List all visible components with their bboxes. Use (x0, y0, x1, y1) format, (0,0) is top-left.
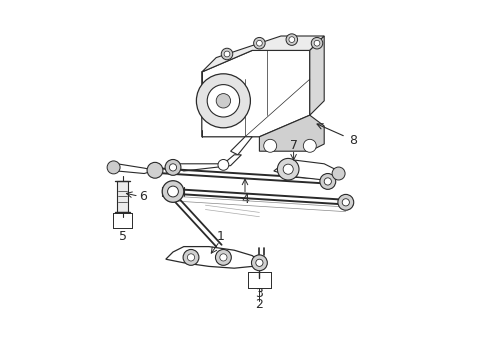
Polygon shape (166, 247, 259, 268)
Text: 7: 7 (290, 139, 297, 152)
Text: 4: 4 (241, 193, 249, 206)
Text: 3: 3 (255, 287, 263, 300)
Circle shape (216, 94, 231, 108)
Circle shape (311, 37, 323, 49)
Circle shape (264, 139, 277, 152)
Circle shape (165, 159, 181, 175)
Circle shape (324, 178, 331, 185)
Text: 2: 2 (255, 298, 263, 311)
Circle shape (220, 254, 227, 261)
Circle shape (314, 40, 320, 46)
Polygon shape (117, 181, 128, 211)
Text: 5: 5 (119, 230, 126, 243)
Polygon shape (259, 115, 324, 151)
Circle shape (332, 167, 345, 180)
Text: 8: 8 (349, 134, 357, 147)
Polygon shape (202, 36, 324, 72)
Circle shape (218, 159, 229, 170)
Circle shape (162, 181, 184, 202)
Circle shape (251, 255, 268, 271)
Circle shape (320, 174, 336, 189)
Circle shape (168, 186, 178, 197)
Polygon shape (173, 155, 242, 171)
Circle shape (196, 74, 250, 128)
Text: 6: 6 (140, 190, 147, 203)
Polygon shape (274, 160, 339, 180)
Circle shape (338, 194, 354, 210)
Circle shape (257, 40, 262, 46)
Circle shape (256, 259, 263, 266)
Text: 1: 1 (217, 230, 224, 243)
Circle shape (283, 164, 293, 174)
Circle shape (286, 34, 297, 45)
Circle shape (342, 199, 349, 206)
Circle shape (147, 162, 163, 178)
Polygon shape (202, 50, 310, 137)
Polygon shape (112, 164, 155, 174)
Circle shape (170, 164, 176, 171)
Circle shape (216, 249, 231, 265)
Polygon shape (231, 137, 252, 155)
Circle shape (107, 161, 120, 174)
Circle shape (183, 249, 199, 265)
Circle shape (187, 254, 195, 261)
Circle shape (224, 51, 230, 57)
Circle shape (254, 37, 265, 49)
Circle shape (207, 85, 240, 117)
Polygon shape (310, 36, 324, 115)
Circle shape (289, 37, 294, 42)
Circle shape (277, 158, 299, 180)
Circle shape (221, 48, 233, 60)
Circle shape (303, 139, 316, 152)
